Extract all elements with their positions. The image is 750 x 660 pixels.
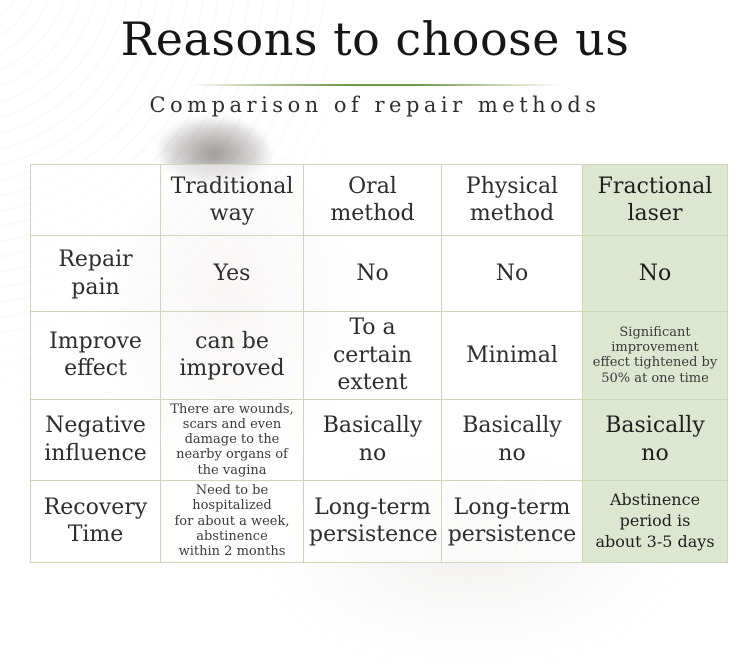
- page-title: Reasons to choose us: [120, 12, 630, 66]
- header-cell-empty: [30, 164, 161, 236]
- table-row-negative-influence: Negative influence There are wounds, sca…: [30, 398, 728, 482]
- table-cell: Long-term persistence: [303, 480, 442, 563]
- header-cell-fractional-laser: Fractional laser: [582, 164, 728, 236]
- row-label-improve-effect: Improve effect: [30, 311, 161, 400]
- table-cell: Basically no: [441, 398, 583, 482]
- page: Reasons to choose us Comparison of repai…: [0, 0, 728, 660]
- header-cell-traditional-way: Traditional way: [160, 164, 304, 236]
- table-header-row: Traditional way Oral method Physical met…: [30, 164, 728, 236]
- header-cell-physical-method: Physical method: [441, 164, 583, 236]
- header-cell-oral-method: Oral method: [303, 164, 442, 236]
- table-cell: Yes: [160, 235, 304, 312]
- table-cell: Abstinence period is about 3-5 days: [582, 480, 728, 563]
- table-cell: Need to be hospitalized for about a week…: [160, 480, 304, 563]
- row-label-negative-influence: Negative influence: [30, 398, 161, 482]
- row-label-repair-pain: Repair pain: [30, 235, 161, 312]
- row-label-recovery-time: Recovery Time: [30, 480, 161, 563]
- table-cell: Basically no: [303, 398, 442, 482]
- table-cell: There are wounds, scars and even damage …: [160, 398, 304, 482]
- table-cell: No: [582, 235, 728, 312]
- table-cell: Significant improvement effect tightened…: [582, 311, 728, 400]
- table-cell: Basically no: [582, 398, 728, 482]
- table-row-repair-pain: Repair pain Yes No No No: [30, 235, 728, 312]
- table-cell: No: [303, 235, 442, 312]
- page-subtitle: Comparison of repair methods: [149, 93, 601, 117]
- table-cell: Long-term persistence: [441, 480, 583, 563]
- table-cell: can be improved: [160, 311, 304, 400]
- table-cell: No: [441, 235, 583, 312]
- table-cell: To a certain extent: [303, 311, 442, 400]
- title-divider: [189, 84, 561, 86]
- table-row-recovery-time: Recovery Time Need to be hospitalized fo…: [30, 480, 728, 563]
- table-cell: Minimal: [441, 311, 583, 400]
- comparison-table: Traditional way Oral method Physical met…: [30, 164, 728, 563]
- table-row-improve-effect: Improve effect can be improved To a cert…: [30, 311, 728, 400]
